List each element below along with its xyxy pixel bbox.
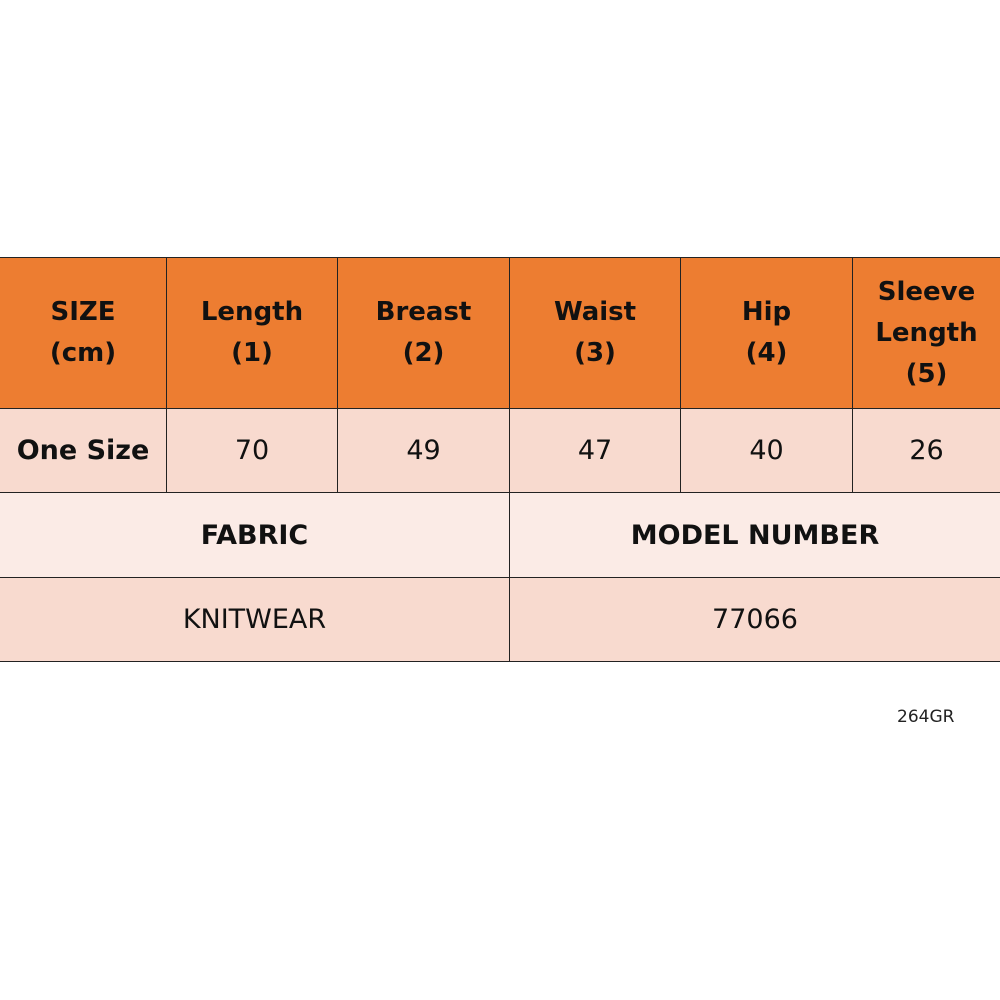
fabric-value: KNITWEAR xyxy=(0,578,510,662)
product-code: 264GR xyxy=(897,707,955,727)
breast-value: 49 xyxy=(338,409,510,493)
header-length: Length (1) xyxy=(167,258,338,409)
waist-value: 47 xyxy=(510,409,681,493)
model-number-value: 77066 xyxy=(510,578,1000,662)
length-value: 70 xyxy=(167,409,338,493)
header-sleeve-length: Sleeve Length (5) xyxy=(853,258,1000,409)
fabric-label: FABRIC xyxy=(0,493,510,578)
header-breast: Breast (2) xyxy=(338,258,510,409)
header-size: SIZE (cm) xyxy=(0,258,167,409)
table-top-border xyxy=(0,257,1000,258)
model-number-label: MODEL NUMBER xyxy=(510,493,1000,578)
hip-value: 40 xyxy=(681,409,853,493)
size-cell: One Size xyxy=(0,409,167,493)
header-hip: Hip (4) xyxy=(681,258,853,409)
sleeve-length-value: 26 xyxy=(853,409,1000,493)
header-waist: Waist (3) xyxy=(510,258,681,409)
